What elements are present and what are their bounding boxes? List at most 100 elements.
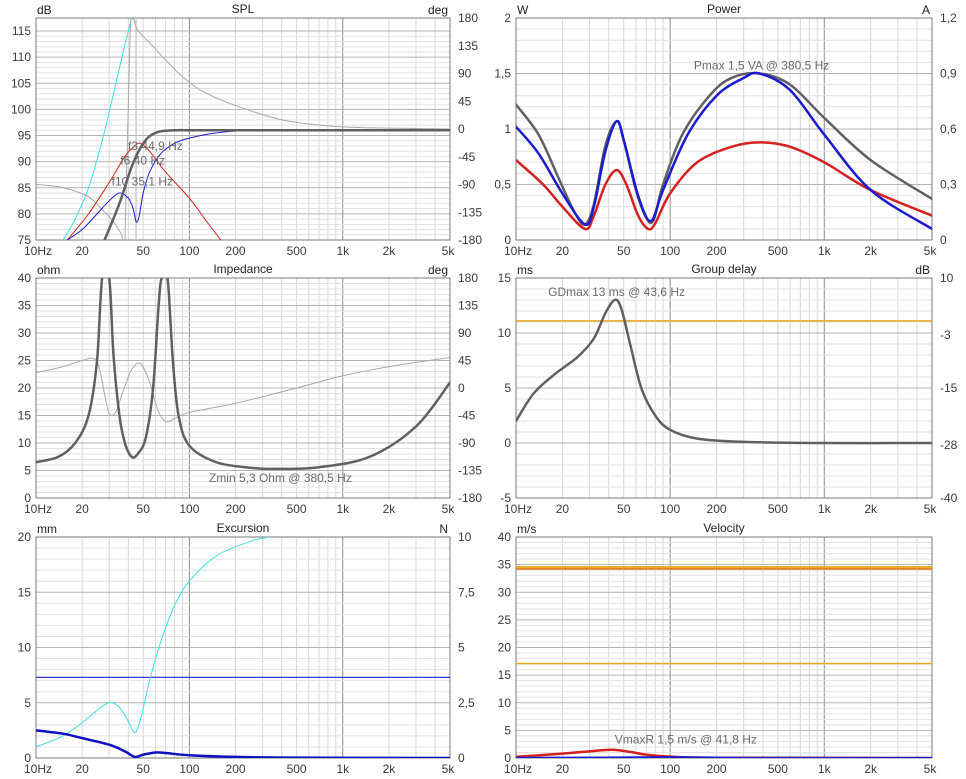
impedance-ytick-left: 0 bbox=[24, 491, 31, 505]
spl-ytick-left: 85 bbox=[18, 181, 32, 195]
spl-ytick-right: 135 bbox=[458, 39, 478, 53]
excursion-ytick-left: 10 bbox=[18, 641, 32, 655]
spl-ytick-left: 105 bbox=[11, 76, 31, 90]
impedance-xtick: 1k bbox=[336, 502, 350, 516]
velocity-ytick-left: 40 bbox=[498, 530, 512, 544]
impedance-series-group bbox=[36, 278, 450, 471]
velocity-series-group bbox=[516, 566, 932, 758]
power-series-group bbox=[516, 71, 932, 231]
spl-xtick: 200 bbox=[226, 244, 246, 258]
excursion-ytick-right: 0 bbox=[458, 751, 465, 765]
spl-series-4 bbox=[103, 128, 450, 240]
group-delay-ytick-left: 5 bbox=[504, 381, 511, 395]
impedance-ytick-right: -180 bbox=[458, 491, 482, 505]
power-series-2 bbox=[516, 71, 932, 231]
velocity-xtick: 200 bbox=[707, 762, 727, 776]
group-delay-ytick-right: -3 bbox=[940, 328, 951, 342]
impedance-xtick: 50 bbox=[137, 502, 151, 516]
spl-xtick: 10Hz bbox=[24, 244, 52, 258]
excursion-ytick-left: 20 bbox=[18, 530, 32, 544]
power-ytick-left: 0 bbox=[504, 233, 511, 247]
velocity-ytick-left: 35 bbox=[498, 558, 512, 572]
spl-xtick: 50 bbox=[137, 244, 151, 258]
spl-ytick-right: 180 bbox=[458, 11, 478, 25]
impedance-ytick-left: 30 bbox=[18, 326, 32, 340]
excursion-ytick-right: 7,5 bbox=[458, 585, 475, 599]
spl-ytick-left: 110 bbox=[12, 50, 31, 64]
power-xtick: 20 bbox=[556, 244, 570, 258]
power-xtick: 2k bbox=[864, 244, 878, 258]
velocity-xtick: 100 bbox=[660, 762, 680, 776]
power-ytick-left: 1,5 bbox=[494, 67, 511, 81]
velocity-ytick-left: 0 bbox=[504, 751, 511, 765]
impedance-annotation: Zmin 5,3 Ohm @ 380,5 Hz bbox=[209, 471, 352, 485]
excursion-ytick-right: 10 bbox=[458, 530, 472, 544]
group-delay-chart: Group delay ms dB -5 0 5 10 15 -40 -28 -15 -3 10 10Hz… bbox=[498, 262, 958, 516]
spl-ytick-right: -45 bbox=[458, 150, 476, 164]
excursion-xtick: 5k bbox=[442, 762, 456, 776]
excursion-ytick-left: 15 bbox=[18, 585, 32, 599]
velocity-chart: Velocity m/s 0 5 10 15 20 25 30 35 40 10Hz 20 50 100 20… bbox=[498, 521, 938, 776]
power-xtick: 100 bbox=[660, 244, 680, 258]
velocity-xtick: 50 bbox=[617, 762, 631, 776]
power-ytick-right: 0,6 bbox=[940, 122, 957, 136]
spl-ytick-right: 45 bbox=[458, 94, 472, 108]
group-delay-unit-right: dB bbox=[915, 263, 930, 277]
excursion-xtick: 100 bbox=[179, 762, 199, 776]
group-delay-xtick: 10Hz bbox=[504, 502, 532, 516]
impedance-ytick-left: 20 bbox=[18, 381, 32, 395]
spl-unit-left: dB bbox=[37, 3, 52, 17]
group-delay-ytick-left: -5 bbox=[500, 491, 511, 505]
impedance-ytick-left: 15 bbox=[18, 409, 32, 423]
power-ytick-right: 0,9 bbox=[940, 67, 957, 81]
group-delay-frame bbox=[515, 277, 933, 499]
velocity-ytick-left: 5 bbox=[504, 723, 511, 737]
velocity-annotation: VmaxR 1,5 m/s @ 41,8 Hz bbox=[615, 733, 757, 747]
spl-xtick: 1k bbox=[336, 244, 350, 258]
group-delay-ytick-left: 10 bbox=[498, 326, 512, 340]
impedance-ytick-right: 135 bbox=[458, 299, 478, 313]
excursion-xtick: 200 bbox=[226, 762, 246, 776]
velocity-xtick: 1k bbox=[818, 762, 832, 776]
velocity-title: Velocity bbox=[703, 521, 744, 535]
power-series-1 bbox=[516, 141, 932, 231]
impedance-ytick-right: 90 bbox=[458, 326, 472, 340]
excursion-xtick: 500 bbox=[287, 762, 307, 776]
velocity-series-4 bbox=[516, 756, 932, 758]
velocity-xtick: 5k bbox=[924, 762, 938, 776]
power-ytick-left: 1 bbox=[504, 122, 511, 136]
impedance-series-0 bbox=[36, 356, 450, 423]
spl-ytick-left: 75 bbox=[18, 233, 32, 247]
excursion-series-group bbox=[36, 537, 450, 758]
group-delay-ytick-right: -15 bbox=[940, 381, 958, 395]
impedance-ytick-right: -45 bbox=[458, 409, 476, 423]
excursion-xtick: 10Hz bbox=[24, 762, 52, 776]
impedance-xtick: 5k bbox=[442, 502, 456, 516]
impedance-title: Impedance bbox=[213, 262, 273, 276]
spl-unit-right: deg bbox=[428, 3, 448, 17]
impedance-ytick-left: 10 bbox=[18, 436, 32, 450]
spl-series-2 bbox=[66, 142, 222, 240]
power-ytick-right: 0,3 bbox=[940, 178, 957, 192]
group-delay-title: Group delay bbox=[691, 262, 756, 276]
group-delay-xtick: 200 bbox=[707, 502, 727, 516]
spl-ytick-left: 95 bbox=[18, 129, 32, 143]
power-ytick-left: 2 bbox=[504, 11, 511, 25]
power-ytick-right: 0 bbox=[940, 233, 947, 247]
excursion-xtick: 2k bbox=[383, 762, 397, 776]
spl-ytick-left: 90 bbox=[18, 155, 32, 169]
power-xtick: 10Hz bbox=[504, 244, 532, 258]
velocity-ytick-left: 30 bbox=[498, 585, 512, 599]
impedance-ytick-right: 180 bbox=[458, 271, 478, 285]
excursion-unit-right: N bbox=[439, 522, 448, 536]
power-title: Power bbox=[707, 2, 741, 16]
spl-xtick: 5k bbox=[442, 244, 456, 258]
velocity-xtick: 500 bbox=[768, 762, 788, 776]
group-delay-xtick: 50 bbox=[617, 502, 631, 516]
impedance-ytick-right: -90 bbox=[458, 436, 476, 450]
power-xtick: 5k bbox=[924, 244, 938, 258]
power-ytick-left: 0,5 bbox=[494, 178, 511, 192]
